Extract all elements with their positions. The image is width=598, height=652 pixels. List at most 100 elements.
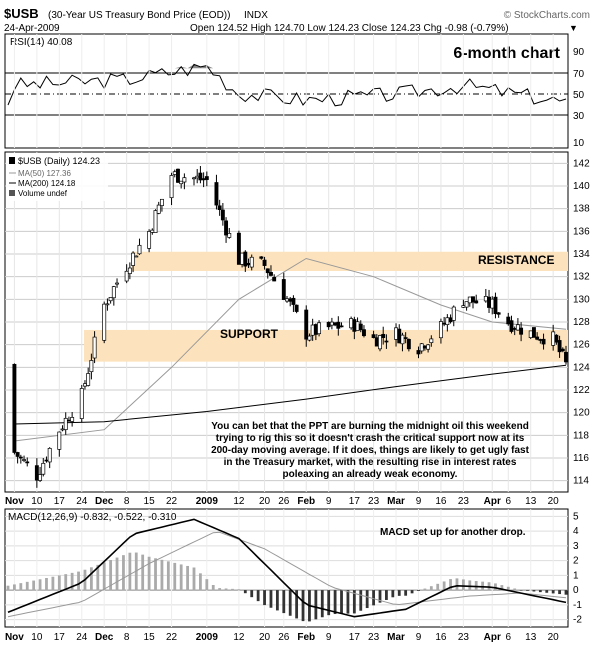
price-tick: 124 bbox=[573, 362, 590, 373]
x-tick-label: Dec bbox=[95, 632, 114, 643]
rsi-axis: 90 70 50 30 10 bbox=[13, 34, 585, 149]
candle-body bbox=[509, 320, 514, 332]
x-tick-label: 10 bbox=[31, 632, 43, 643]
x-tick-label: 2009 bbox=[196, 632, 219, 643]
macd-panel: MACD(12,26,9) -0.832, -0.522, -0.310 MAC… bbox=[4, 508, 582, 628]
macd-histogram-bar bbox=[160, 559, 164, 591]
x-tick-label: 17 bbox=[54, 632, 66, 643]
candle-body bbox=[66, 419, 71, 422]
x-axis-upper: Nov 10 17 24 Dec 8 15 22 2009 12 20 26 Feb 9 17 23 Mar 9 1… bbox=[5, 496, 559, 507]
macd-histogram-bar bbox=[513, 588, 517, 591]
candle-body bbox=[105, 303, 110, 306]
candle-body bbox=[288, 298, 293, 302]
candle-body bbox=[246, 262, 251, 266]
candle-body bbox=[310, 324, 315, 336]
candle-body bbox=[83, 383, 87, 387]
candle-body bbox=[63, 417, 68, 430]
x-tick-label: Dec bbox=[95, 496, 114, 507]
x-axis-lower: Nov 10 17 24 Dec 8 15 22 2009 12 20 26 Feb 9 17 23 Mar 9 1… bbox=[5, 632, 559, 643]
macd-histogram-bar bbox=[109, 560, 113, 591]
macd-histogram-bar bbox=[346, 590, 350, 614]
macd-label: MACD(12,26,9) -0.832, -0.522, -0.310 bbox=[8, 512, 177, 523]
candle-body bbox=[134, 255, 139, 258]
candle-body bbox=[349, 318, 354, 329]
macd-histogram-bar bbox=[96, 564, 100, 591]
candle-body bbox=[317, 322, 322, 335]
candle-body bbox=[371, 334, 376, 338]
legend-volume: Volume undef bbox=[18, 189, 68, 198]
macd-histogram-bar bbox=[532, 590, 536, 592]
rsi-tick-30: 30 bbox=[573, 111, 585, 122]
macd-histogram-bar bbox=[423, 588, 427, 591]
candle-body bbox=[445, 317, 450, 325]
ma200-line bbox=[14, 364, 567, 425]
candle-body bbox=[182, 177, 187, 183]
x-tick-label: 13 bbox=[525, 632, 537, 643]
candle-body bbox=[12, 363, 17, 453]
candle-body bbox=[483, 295, 488, 302]
macd-histogram-bar bbox=[89, 567, 93, 591]
candle-body bbox=[198, 172, 203, 181]
price-tick: 126 bbox=[573, 340, 590, 351]
candle-body bbox=[336, 321, 341, 329]
candle-body bbox=[70, 417, 75, 422]
candle-body bbox=[89, 360, 94, 373]
candle-body bbox=[108, 297, 113, 302]
candle-body bbox=[352, 319, 357, 332]
x-tick-label: 17 bbox=[54, 496, 66, 507]
macd-histogram-bar bbox=[115, 557, 119, 591]
rsi-line bbox=[7, 63, 567, 107]
candle-body bbox=[326, 321, 331, 328]
chg-down-arrow-icon: ▼ bbox=[569, 23, 578, 33]
x-tick-label: 12 bbox=[233, 496, 245, 507]
candle-body bbox=[467, 296, 472, 304]
candle-body bbox=[285, 298, 289, 302]
x-tick-label: 12 bbox=[233, 632, 245, 643]
rsi-tick-90: 90 bbox=[573, 47, 585, 58]
rsi-panel-frame bbox=[4, 33, 569, 149]
legend-swatch-price bbox=[9, 157, 15, 164]
macd-histogram-bar bbox=[359, 590, 363, 611]
macd-histogram-bar bbox=[166, 561, 170, 591]
x-tick-label: 6 bbox=[505, 632, 511, 643]
macd-histogram-bar bbox=[243, 590, 247, 594]
price-tick: 128 bbox=[573, 317, 590, 328]
x-tick-label: 9 bbox=[416, 632, 422, 643]
price-tick: 122 bbox=[573, 385, 590, 396]
macd-histogram-bar bbox=[481, 581, 485, 591]
macd-axis: 5 4 3 2 1 0 -1 -2 bbox=[573, 511, 582, 625]
exchange-label: INDX bbox=[244, 10, 268, 21]
price-tick: 130 bbox=[573, 294, 590, 305]
macd-histogram-bar bbox=[558, 590, 561, 595]
x-tick-label: Apr bbox=[484, 496, 501, 507]
candle-body bbox=[333, 322, 338, 326]
macd-histogram-bar bbox=[461, 579, 465, 591]
x-tick-label: 23 bbox=[368, 632, 380, 643]
candle-body bbox=[451, 306, 456, 321]
candle-body bbox=[214, 182, 219, 206]
x-tick-label: 16 bbox=[435, 632, 447, 643]
x-tick-label: Mar bbox=[387, 496, 405, 507]
candle-body bbox=[438, 321, 443, 339]
macd-histogram-bar bbox=[449, 579, 452, 591]
resistance-label: RESISTANCE bbox=[478, 253, 554, 267]
macd-histogram-bar bbox=[218, 588, 222, 591]
rsi-label: RSI(14) 40.08 bbox=[10, 37, 73, 48]
candle-body bbox=[378, 335, 382, 350]
annotation-line-1: You can bet that the PPT are burning the… bbox=[211, 421, 529, 432]
candle-body bbox=[92, 336, 97, 359]
candle-body bbox=[400, 334, 405, 345]
x-tick-label: Nov bbox=[5, 496, 24, 507]
macd-histogram-bar bbox=[231, 588, 234, 591]
macd-histogram-bar bbox=[154, 558, 157, 591]
x-tick-label: Mar bbox=[387, 632, 405, 643]
macd-histogram-bar bbox=[365, 590, 369, 609]
macd-histogram-bar bbox=[538, 590, 542, 593]
x-tick-label: 23 bbox=[368, 496, 380, 507]
candle-body bbox=[79, 388, 84, 419]
macd-histogram-bar bbox=[19, 583, 23, 591]
macd-histogram-bar bbox=[526, 590, 529, 591]
candle-body bbox=[249, 256, 254, 268]
legend-price: $USB (Daily) 124.23 bbox=[18, 156, 100, 166]
